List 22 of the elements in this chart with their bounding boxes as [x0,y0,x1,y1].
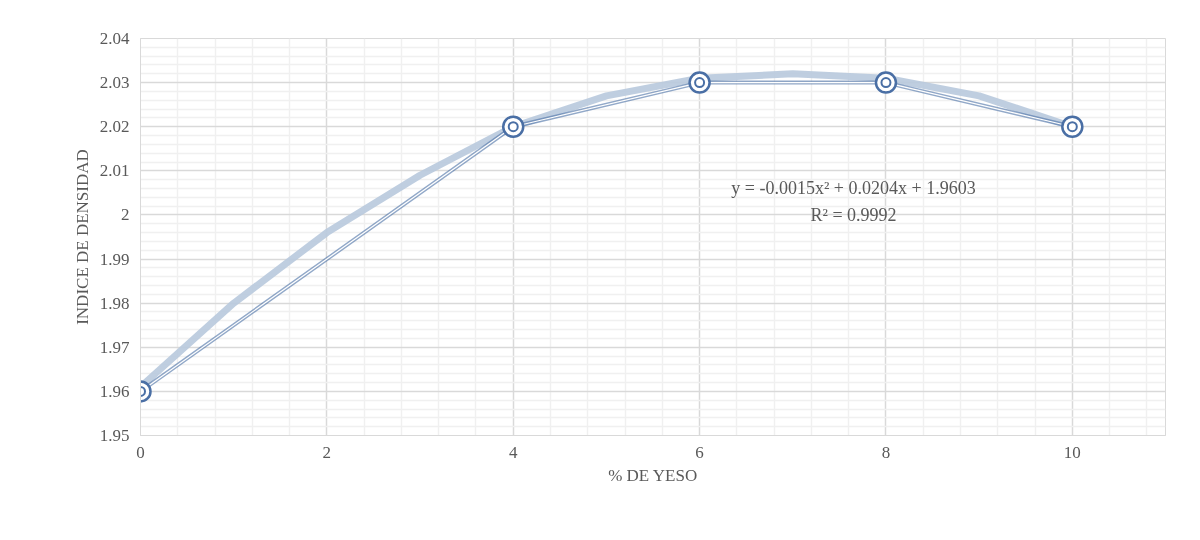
x-tick-label: 2 [322,442,332,462]
y-tick-label: 2.03 [99,73,130,93]
y-tick-label: 1.95 [99,426,130,445]
y-tick-label: 1.96 [99,381,130,401]
x-tick-label: 4 [508,442,518,462]
x-tick-label: 10 [1063,442,1081,462]
x-tick-label: 0 [136,442,145,462]
x-tick-label: 6 [695,442,704,462]
annotation: R² = 0.9992 [810,204,897,225]
y-tick-label: 1.98 [99,293,130,313]
y-tick-label: 2.04 [99,29,130,48]
annotation: y = -0.0015x² + 0.0204x + 1.9603 [731,177,976,198]
y-axis-title: INDICE DE DENSIDAD [72,149,92,325]
x-tick-label: 8 [881,442,891,462]
y-tick-label: 2 [121,205,130,225]
point [688,71,711,94]
x-axis-title: % DE YESO [608,465,698,485]
y-tick-label: 1.99 [99,249,130,269]
y-tick-label: 2.01 [99,161,130,181]
y-tick-label: 1.97 [99,337,130,357]
y-tick-label: 2.02 [99,117,130,137]
point [874,71,898,94]
